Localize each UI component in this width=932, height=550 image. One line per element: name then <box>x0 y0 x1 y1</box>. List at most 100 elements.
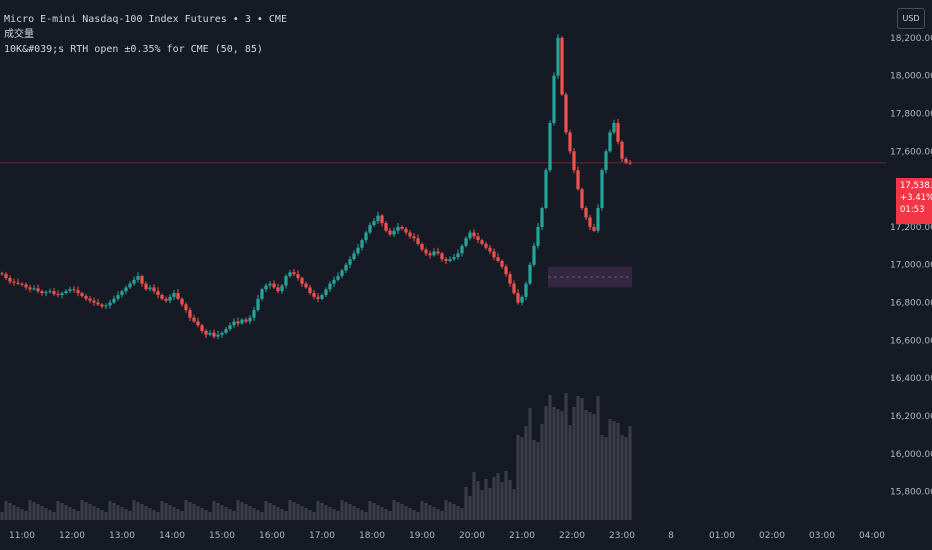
volume-bar <box>556 409 560 520</box>
candle-body <box>64 291 68 294</box>
rth-indicator-label[interactable]: 10K&#039;s RTH open ±0.35% for CME (50, … <box>4 44 263 55</box>
candle-body <box>372 221 376 226</box>
candle-body <box>224 329 228 333</box>
candle-body <box>208 332 212 335</box>
time-tick-label: 15:00 <box>209 531 235 541</box>
volume-bar <box>168 505 172 520</box>
volume-bar <box>500 482 504 520</box>
volume-bar <box>156 512 160 520</box>
candle-body <box>428 253 432 256</box>
volume-bar <box>220 505 224 520</box>
time-tick-label: 19:00 <box>409 531 435 541</box>
volume-bar <box>184 500 188 520</box>
price-tick-label: 16,600.00 <box>890 336 932 346</box>
volume-bar <box>280 509 284 520</box>
volume-bar <box>64 505 68 520</box>
time-tick-label: 20:00 <box>459 531 485 541</box>
volume-bar <box>472 472 476 520</box>
volume-bar <box>336 511 340 520</box>
volume-bar <box>576 396 580 520</box>
candle-body <box>268 283 272 286</box>
candle-body <box>512 283 516 294</box>
candle-body <box>136 276 140 280</box>
candle-body <box>456 253 460 258</box>
candle-body <box>380 215 384 224</box>
price-axis[interactable]: 18,200.00 18,000.00 17,800.00 17,600.00 17,2… <box>886 0 932 520</box>
price-tick-label: 17,200.00 <box>890 223 932 233</box>
candle-body <box>220 332 224 335</box>
candle-body <box>248 317 252 322</box>
candle-body <box>84 295 88 299</box>
volume-bar <box>136 502 140 520</box>
candle-body <box>192 317 196 322</box>
candle-body <box>284 276 288 286</box>
candle-body <box>216 334 220 337</box>
volume-bar <box>304 508 308 520</box>
volume-bar <box>0 512 4 520</box>
volume-bar <box>268 503 272 520</box>
candle-body <box>96 302 100 305</box>
candle-body <box>108 302 112 306</box>
volume-bar <box>148 508 152 520</box>
time-axis[interactable]: 11:00 12:00 13:00 14:00 15:00 16:00 17:00 18:00… <box>0 520 886 550</box>
candle-body <box>252 310 256 318</box>
volume-bar <box>120 507 124 520</box>
candle-body <box>328 283 332 290</box>
time-tick-label: 23:00 <box>609 531 635 541</box>
volume-bar <box>584 410 588 520</box>
volume-bar <box>180 511 184 520</box>
candle-body <box>176 293 180 299</box>
volume-bar <box>508 480 512 520</box>
candle-body <box>516 293 520 303</box>
volume-bar <box>552 407 556 520</box>
volume-bar <box>620 435 624 520</box>
candle-body <box>620 141 624 159</box>
currency-selector-button[interactable]: USD <box>897 8 925 29</box>
candle-body <box>56 294 60 296</box>
last-price-change: +3.41% <box>900 193 932 203</box>
volume-bar <box>548 395 552 520</box>
price-tick-label: 16,800.00 <box>890 299 932 309</box>
volume-bar <box>404 506 408 520</box>
volume-bar <box>588 412 592 520</box>
candle-body <box>472 232 476 237</box>
volume-bar <box>344 502 348 520</box>
price-tick-label: 18,200.00 <box>890 34 932 44</box>
candle-body <box>88 298 92 301</box>
volume-bar <box>204 510 208 520</box>
volume-bar <box>372 503 376 520</box>
time-tick-label: 22:00 <box>559 531 585 541</box>
candle-body <box>100 304 104 307</box>
price-tick-label: 18,000.00 <box>890 72 932 82</box>
candle-body <box>432 251 436 256</box>
volume-indicator-label[interactable]: 成交量 <box>4 29 34 40</box>
symbol-title[interactable]: Micro E-mini Nasdaq-100 Index Futures • … <box>4 14 287 25</box>
candle-body <box>596 208 600 231</box>
volume-bar <box>596 396 600 520</box>
time-tick-label: 03:00 <box>809 531 835 541</box>
candle-body <box>144 283 148 290</box>
volume-bar <box>624 437 628 520</box>
volume-bar <box>408 508 412 520</box>
volume-bar <box>432 507 436 520</box>
candle-body <box>320 294 324 299</box>
volume-bar <box>420 501 424 520</box>
candle-body <box>324 289 328 295</box>
volume-bar <box>224 507 228 520</box>
volume-bar <box>488 488 492 520</box>
volume-bar <box>284 511 288 520</box>
volume-bar <box>8 503 12 520</box>
candle-body <box>332 279 336 284</box>
candle-body <box>272 283 276 288</box>
candle-body <box>164 298 168 301</box>
candle-body <box>184 304 188 311</box>
candle-body <box>36 288 40 292</box>
volume-bar <box>516 435 520 520</box>
candle-body <box>488 247 492 252</box>
candle-body <box>468 232 472 239</box>
price-chart[interactable] <box>0 0 886 520</box>
volume-bar <box>36 504 40 520</box>
candle-body <box>12 281 16 283</box>
volume-bar <box>216 503 220 520</box>
candle-body <box>112 298 116 303</box>
